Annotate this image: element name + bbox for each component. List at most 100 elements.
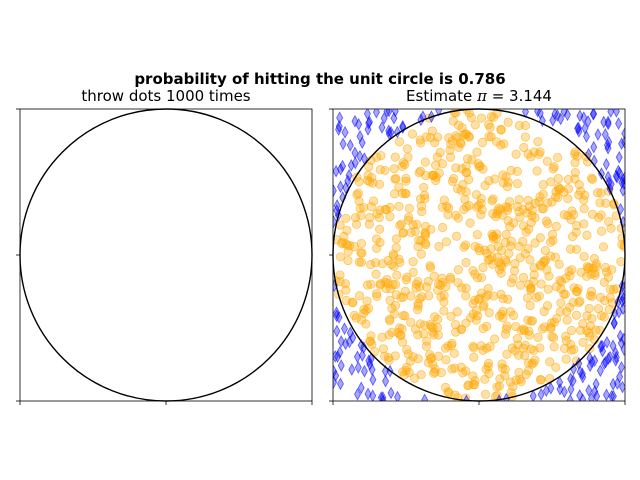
inside-point bbox=[495, 374, 505, 384]
inside-point bbox=[474, 162, 484, 172]
outside-point bbox=[602, 388, 610, 401]
inside-point bbox=[353, 188, 363, 198]
inside-point bbox=[413, 276, 423, 287]
inside-point bbox=[366, 279, 376, 289]
inside-point bbox=[482, 343, 492, 353]
inside-point bbox=[508, 274, 518, 284]
inside-point bbox=[436, 292, 446, 302]
outside-point bbox=[335, 123, 343, 136]
inside-point bbox=[501, 230, 511, 240]
inside-point bbox=[518, 272, 529, 283]
outside-point bbox=[605, 135, 613, 149]
inside-point bbox=[548, 333, 559, 343]
inside-point bbox=[521, 369, 531, 380]
inside-point bbox=[596, 188, 606, 198]
inside-point bbox=[579, 204, 589, 214]
inside-point bbox=[439, 297, 449, 307]
inside-point bbox=[498, 178, 508, 188]
inside-point bbox=[529, 263, 539, 273]
outside-point bbox=[567, 382, 575, 396]
inside-point bbox=[580, 190, 590, 200]
outside-point bbox=[620, 343, 625, 356]
inside-point bbox=[394, 137, 405, 147]
outside-point bbox=[603, 335, 611, 349]
outside-point bbox=[349, 331, 357, 345]
inside-point bbox=[551, 221, 561, 231]
inside-point bbox=[486, 111, 497, 122]
inside-point bbox=[371, 234, 382, 244]
inside-point bbox=[559, 289, 569, 299]
inside-point bbox=[571, 310, 582, 320]
outside-point bbox=[604, 115, 612, 129]
inside-point bbox=[505, 377, 516, 387]
inside-point bbox=[497, 261, 507, 272]
inside-point bbox=[497, 359, 507, 369]
inside-point bbox=[468, 371, 478, 381]
inside-point bbox=[382, 274, 392, 285]
outside-point bbox=[345, 168, 353, 182]
inside-point bbox=[595, 292, 606, 302]
inside-point bbox=[416, 249, 426, 259]
inside-point bbox=[589, 254, 599, 264]
inside-point bbox=[377, 332, 387, 342]
inside-point bbox=[483, 358, 494, 368]
inside-point bbox=[406, 317, 416, 327]
inside-point bbox=[599, 312, 609, 322]
inside-point bbox=[487, 229, 497, 239]
outside-point bbox=[435, 109, 443, 117]
inside-point bbox=[512, 201, 522, 212]
inside-point bbox=[337, 238, 347, 249]
inside-point bbox=[422, 282, 432, 292]
inside-point bbox=[472, 202, 482, 212]
outside-point bbox=[369, 373, 377, 387]
inside-point bbox=[541, 216, 552, 226]
inside-point bbox=[391, 234, 401, 244]
outside-point bbox=[421, 393, 429, 401]
inside-point bbox=[529, 270, 539, 280]
outside-point bbox=[574, 122, 582, 135]
inside-point bbox=[408, 257, 418, 267]
inside-point bbox=[473, 294, 484, 304]
inside-point bbox=[408, 267, 418, 277]
inside-point bbox=[375, 165, 385, 175]
outside-point bbox=[579, 393, 587, 401]
outside-point bbox=[334, 350, 342, 363]
outside-point bbox=[354, 361, 362, 374]
outside-point bbox=[609, 377, 617, 391]
inside-point bbox=[420, 157, 430, 167]
inside-point bbox=[391, 174, 401, 184]
outside-point bbox=[547, 381, 555, 395]
inside-point bbox=[464, 200, 474, 211]
outside-point bbox=[337, 359, 345, 372]
inside-point bbox=[554, 259, 564, 269]
inside-point bbox=[461, 161, 471, 171]
inside-point bbox=[457, 283, 467, 293]
inside-point bbox=[523, 315, 533, 325]
inside-point bbox=[428, 327, 438, 337]
inside-point bbox=[354, 291, 365, 301]
inside-point bbox=[473, 311, 483, 321]
outside-point bbox=[604, 117, 612, 131]
inside-point bbox=[467, 155, 477, 165]
inside-point bbox=[468, 379, 478, 390]
inside-point bbox=[401, 189, 411, 199]
inside-point bbox=[391, 243, 401, 253]
inside-point bbox=[375, 237, 385, 248]
inside-point bbox=[605, 284, 616, 294]
inside-point bbox=[451, 210, 461, 220]
outside-point bbox=[600, 357, 608, 370]
outside-point bbox=[556, 375, 564, 389]
inside-point bbox=[570, 174, 580, 184]
inside-point bbox=[446, 311, 456, 321]
inside-point bbox=[372, 291, 382, 301]
inside-point bbox=[419, 190, 430, 200]
inside-point bbox=[420, 228, 430, 238]
inside-point bbox=[530, 198, 540, 208]
inside-point bbox=[514, 241, 524, 251]
inside-point bbox=[488, 194, 498, 204]
outside-point bbox=[382, 374, 389, 388]
inside-point bbox=[585, 331, 595, 342]
inside-point bbox=[375, 224, 385, 234]
outside-point bbox=[333, 365, 338, 378]
inside-point bbox=[394, 254, 404, 264]
